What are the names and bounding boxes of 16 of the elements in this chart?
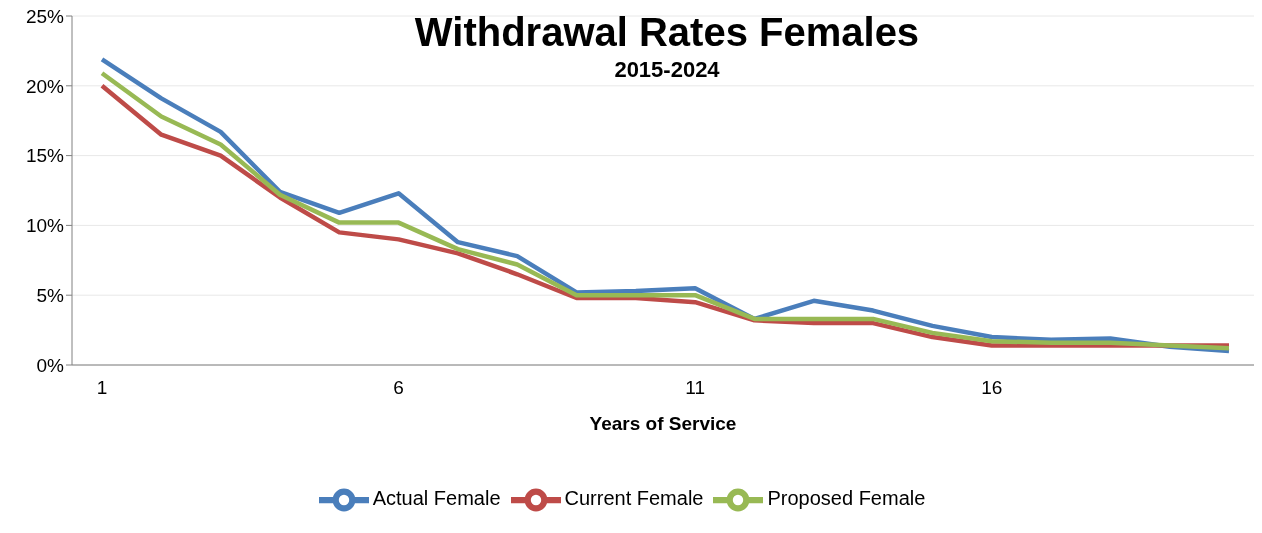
y-tick-label: 10%: [25, 215, 65, 237]
chart-title: Withdrawal Rates Females: [413, 10, 921, 55]
x-tick-label: 1: [96, 377, 108, 399]
x-tick-label: 6: [393, 377, 404, 399]
x-tick-label: 16: [981, 377, 1003, 399]
legend-label: Current Female: [564, 487, 704, 510]
x-tick-label: 11: [685, 377, 706, 399]
y-tick-label: 5%: [36, 284, 65, 306]
y-tick-label: 15%: [25, 145, 65, 167]
x-axis-title: Years of Service: [589, 413, 737, 435]
y-tick-label: 20%: [25, 75, 65, 97]
y-tick-label: 25%: [25, 5, 65, 27]
legend-label: Proposed Female: [767, 487, 926, 510]
legend-label: Actual Female: [372, 487, 501, 510]
y-tick-label: 0%: [36, 354, 65, 376]
text: 2015-2024: [613, 57, 721, 83]
